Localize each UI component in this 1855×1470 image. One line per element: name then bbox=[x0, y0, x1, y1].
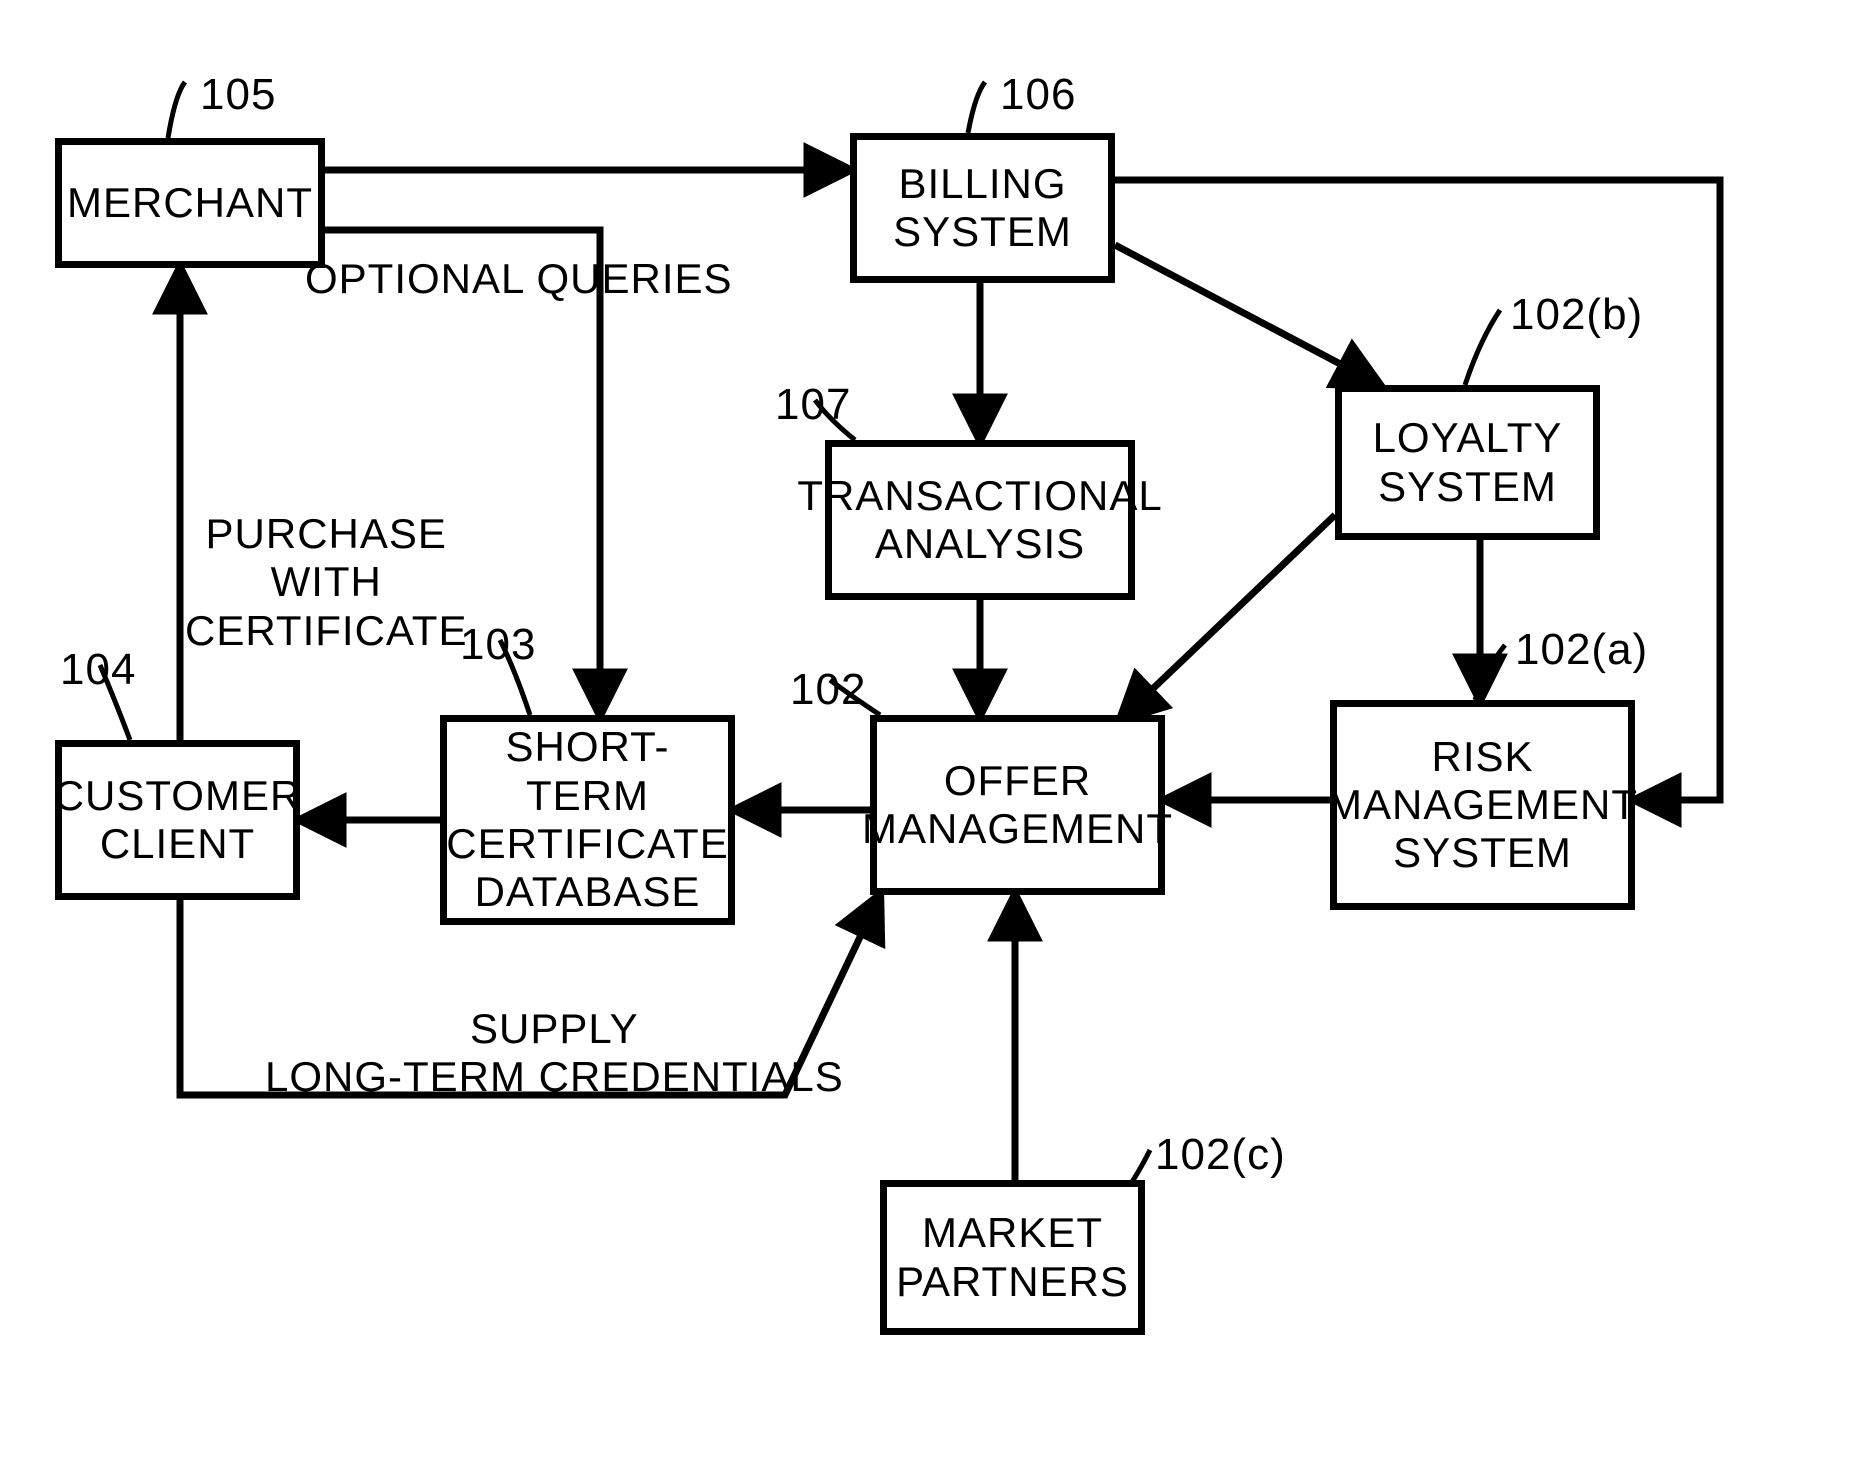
node-label: MARKETPARTNERS bbox=[896, 1209, 1129, 1306]
edge-label-optional-queries: OPTIONAL QUERIES bbox=[305, 255, 733, 303]
node-label: CUSTOMERCLIENT bbox=[54, 772, 302, 869]
node-merchant: MERCHANT bbox=[55, 138, 325, 268]
edge-billing-to-loyalty bbox=[1115, 245, 1380, 385]
node-shortterm: SHORT-TERMCERTIFICATEDATABASE bbox=[440, 715, 735, 925]
node-label: LOYALTYSYSTEM bbox=[1373, 414, 1563, 511]
node-label: RISKMANAGEMENTSYSTEM bbox=[1327, 733, 1638, 878]
edge-label-purchase: PURCHASEWITHCERTIFICATE bbox=[185, 510, 467, 655]
diagram-canvas: MERCHANT BILLINGSYSTEM TRANSACTIONALANAL… bbox=[0, 0, 1855, 1470]
node-label: BILLINGSYSTEM bbox=[893, 160, 1072, 257]
node-offer: OFFERMANAGEMENT bbox=[870, 715, 1165, 895]
node-customer: CUSTOMERCLIENT bbox=[55, 740, 300, 900]
ref-risk: 102(a) bbox=[1515, 625, 1648, 676]
node-label: MERCHANT bbox=[67, 179, 313, 227]
ref-billing: 106 bbox=[1000, 70, 1076, 121]
node-market: MARKETPARTNERS bbox=[880, 1180, 1145, 1335]
node-risk: RISKMANAGEMENTSYSTEM bbox=[1330, 700, 1635, 910]
node-label: SHORT-TERMCERTIFICATEDATABASE bbox=[446, 723, 728, 916]
edge-label-supply: SUPPLYLONG-TERM CREDENTIALS bbox=[265, 1005, 844, 1102]
leader-lead-105 bbox=[168, 82, 185, 138]
leader-lead-102a bbox=[1475, 645, 1505, 700]
ref-loyalty: 102(b) bbox=[1510, 290, 1643, 341]
leader-lead-102b bbox=[1465, 310, 1500, 385]
ref-market: 102(c) bbox=[1155, 1130, 1286, 1181]
ref-transactional: 107 bbox=[775, 380, 851, 431]
ref-merchant: 105 bbox=[200, 70, 276, 121]
leader-lead-106 bbox=[968, 82, 985, 133]
ref-offer: 102 bbox=[790, 665, 866, 716]
ref-shortterm: 103 bbox=[460, 620, 536, 671]
node-billing: BILLINGSYSTEM bbox=[850, 133, 1115, 283]
ref-customer: 104 bbox=[60, 645, 136, 696]
node-label: TRANSACTIONALANALYSIS bbox=[797, 472, 1162, 569]
node-transactional: TRANSACTIONALANALYSIS bbox=[825, 440, 1135, 600]
node-label: OFFERMANAGEMENT bbox=[862, 757, 1173, 854]
node-loyalty: LOYALTYSYSTEM bbox=[1335, 385, 1600, 540]
